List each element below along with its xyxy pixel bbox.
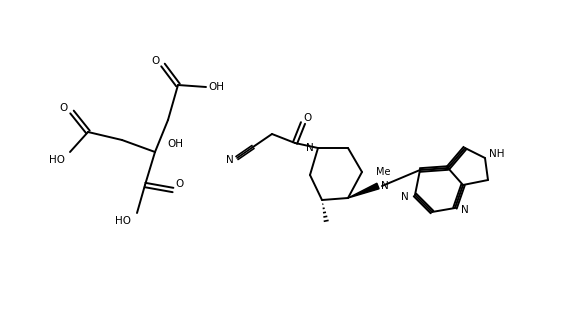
Text: NH: NH <box>489 149 505 159</box>
Text: N: N <box>226 155 234 165</box>
Text: O: O <box>176 179 184 189</box>
Text: N: N <box>461 205 469 215</box>
Text: Me: Me <box>376 167 390 177</box>
Text: N: N <box>381 181 389 191</box>
Text: HO: HO <box>115 216 131 226</box>
Text: N: N <box>401 192 409 202</box>
Text: O: O <box>60 103 68 113</box>
Text: O: O <box>304 113 312 123</box>
Polygon shape <box>348 183 379 198</box>
Text: O: O <box>151 56 159 66</box>
Text: HO: HO <box>49 155 65 165</box>
Text: OH: OH <box>208 82 224 92</box>
Text: OH: OH <box>167 139 183 149</box>
Text: N: N <box>306 143 314 153</box>
